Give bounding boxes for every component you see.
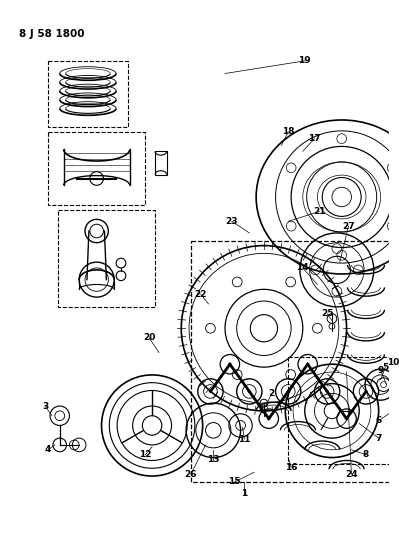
Text: 3: 3 (42, 401, 48, 410)
Text: 8: 8 (363, 450, 369, 459)
Text: 22: 22 (194, 290, 207, 298)
Text: 10: 10 (387, 358, 399, 367)
Text: 26: 26 (185, 470, 197, 479)
Text: 6: 6 (375, 416, 382, 425)
Text: 7: 7 (375, 434, 382, 442)
Text: 9: 9 (377, 366, 384, 375)
Text: 8 J 58 1800: 8 J 58 1800 (19, 29, 85, 39)
Text: 19: 19 (298, 56, 311, 66)
Text: 17: 17 (308, 134, 321, 143)
Text: 14: 14 (296, 263, 309, 272)
Text: 13: 13 (207, 455, 219, 464)
Bar (48, 61, 128, 127)
Text: 11: 11 (238, 434, 251, 443)
Text: 5: 5 (382, 362, 389, 372)
Text: 18: 18 (282, 127, 294, 136)
Text: 15: 15 (229, 478, 241, 487)
Bar (155, 151, 167, 175)
Text: 1: 1 (241, 489, 248, 498)
Bar (58, 209, 155, 307)
Text: 27: 27 (342, 222, 355, 231)
Text: 4: 4 (45, 445, 51, 454)
Text: 12: 12 (139, 450, 152, 459)
Text: 16: 16 (285, 463, 297, 472)
Text: 25: 25 (321, 309, 333, 318)
Bar (48, 132, 145, 205)
Bar (288, 358, 395, 464)
Text: 2: 2 (269, 389, 275, 398)
Bar (191, 241, 395, 482)
Text: 20: 20 (143, 334, 155, 343)
Text: 21: 21 (313, 207, 326, 216)
Text: 24: 24 (345, 470, 358, 479)
Text: 23: 23 (225, 217, 238, 226)
